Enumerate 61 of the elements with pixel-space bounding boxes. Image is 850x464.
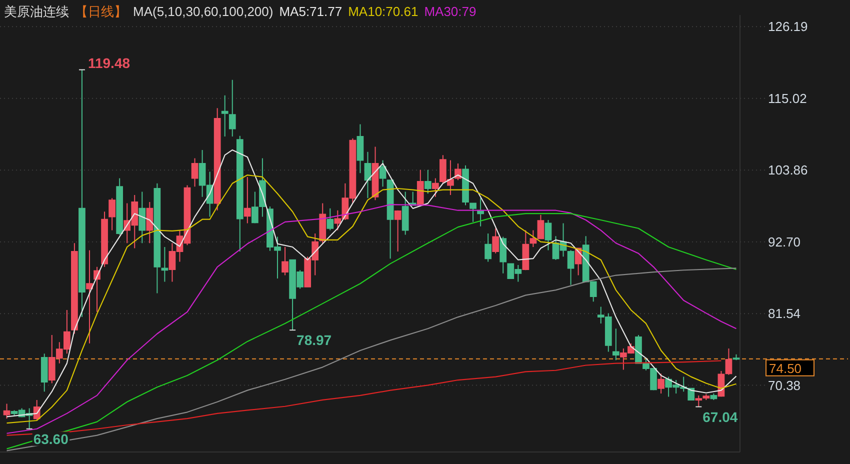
candlestick <box>116 178 124 236</box>
annotation: 78.97 <box>296 332 332 348</box>
annotation: 63.60 <box>33 430 69 447</box>
candlestick <box>154 182 161 294</box>
candlestick <box>402 191 409 236</box>
text: MA30:79 <box>424 4 476 19</box>
candlestick <box>326 208 334 231</box>
candlestick <box>522 230 530 271</box>
candlestick <box>416 169 424 208</box>
candlestick <box>221 94 228 137</box>
annotation: 67.04 <box>702 408 738 425</box>
y-tick-label: 126.19 <box>768 19 808 34</box>
y-tick-label: 92.70 <box>768 234 801 250</box>
candlestick <box>477 198 484 227</box>
candlestick <box>40 353 48 392</box>
y-tick-label: 70.38 <box>768 378 801 393</box>
candlestick <box>710 393 718 400</box>
candlestick <box>191 158 198 188</box>
line-series <box>6 268 737 452</box>
chart-title: 美原油连续 <box>4 4 69 19</box>
candlestick <box>108 198 116 231</box>
chart-subtitle: 【日线】 <box>75 4 127 19</box>
candlestick <box>462 164 469 206</box>
candlestick <box>364 151 372 199</box>
candlestick <box>101 211 108 268</box>
candlestick <box>537 214 544 240</box>
y-tick-label: 81.54 <box>768 306 801 322</box>
candlestick <box>544 220 552 251</box>
annotation: MA(5,10,30,60,100,200) <box>133 4 274 19</box>
candlestick <box>161 246 168 282</box>
candlestick <box>319 202 326 244</box>
candlestick <box>244 176 251 224</box>
y-tick-label: 115.02 <box>768 90 807 106</box>
candlestick <box>386 180 394 260</box>
y-tick-label: 103.86 <box>768 162 808 178</box>
candlestick <box>470 202 476 222</box>
candlestick <box>492 228 500 254</box>
candlestick <box>658 373 664 394</box>
candlestick <box>567 250 574 286</box>
candlestick <box>86 250 93 344</box>
candlestick <box>282 246 288 276</box>
text: MA5:71.77 <box>279 4 342 19</box>
candlestick <box>146 202 154 244</box>
candlestick <box>612 328 620 361</box>
ref-line-label: 74.50 <box>769 360 802 376</box>
candlestick <box>424 169 432 194</box>
candlestick <box>530 230 537 248</box>
annotation: 119.48 <box>88 54 130 71</box>
candlestick <box>484 233 492 262</box>
candlestick <box>228 79 236 137</box>
candlestick <box>71 242 78 334</box>
candlestick <box>394 210 402 252</box>
candlestick <box>356 124 364 174</box>
candlestick <box>214 108 221 211</box>
candlestick <box>138 191 146 244</box>
candlestick <box>432 178 439 198</box>
text: MA10:70.61 <box>348 4 418 19</box>
candlestick <box>732 354 740 361</box>
candlestick <box>236 135 244 252</box>
candlestick <box>3 403 10 420</box>
candlestick <box>500 236 507 274</box>
